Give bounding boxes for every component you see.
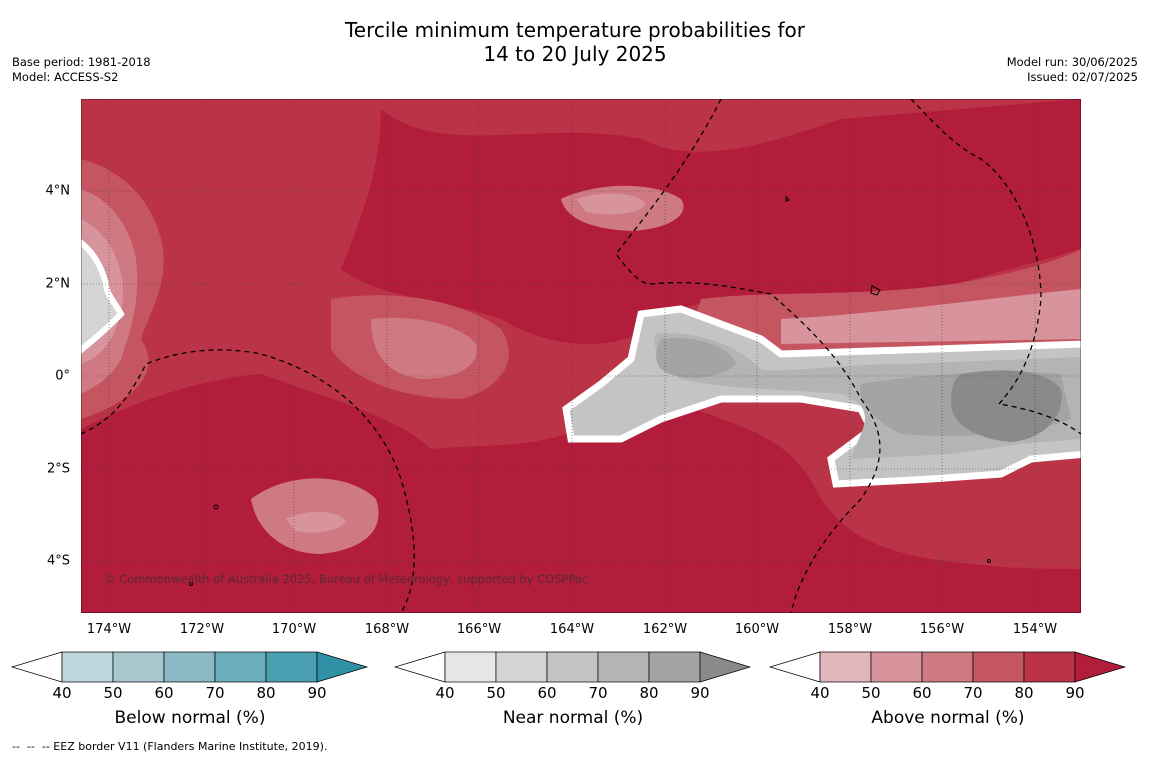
colorbar-label: 80 [639,684,659,702]
lon-tick-168w: 168°W [364,622,410,637]
meta-right: Model run: 30/06/2025 Issued: 02/07/2025 [1007,55,1138,85]
colorbar-label: 70 [588,684,608,702]
colorbar-segment [597,651,650,683]
colorbar-below-normal-segments [10,651,369,683]
colorbar-label: 60 [912,684,932,702]
colorbar-label: 50 [103,684,123,702]
lon-tick-160w: 160°W [734,622,780,637]
colorbar-near-normal-title: Near normal (%) [502,708,644,728]
colorbar-near-normal-segments [393,651,752,683]
colorbar-near-normal [393,651,752,683]
colorbar-near-normal-labels: 40 50 60 70 80 90 [393,684,753,704]
field-above-60-east [781,289,1081,344]
lat-tick-2s: 2°S [46,461,70,477]
colorbar-extend-low [10,651,63,683]
title-line-2: 14 to 20 July 2025 [483,42,667,66]
lat-tick-0: 0° [55,368,70,384]
field-near-west [81,238,125,354]
colorbar-label: 90 [307,684,327,702]
meta-left: Base period: 1981-2018 Model: ACCESS-S2 [12,55,151,85]
colorbar-segment [265,651,318,683]
lat-tick-4s: 4°S [46,553,70,569]
lon-tick-166w: 166°W [456,622,502,637]
copyright-notice: © Commonwealth of Australia 2025, Bureau… [104,572,589,586]
colorbar-below-normal-labels: 40 50 60 70 80 90 [10,684,370,704]
colorbar-label: 40 [52,684,72,702]
colorbar-extend-low [768,651,821,683]
field-above-50-blob-north [576,193,646,215]
colorbar-label: 40 [810,684,830,702]
issued-text: Issued: 02/07/2025 [1027,70,1138,84]
colorbar-segment [495,651,548,683]
colorbar-segment [163,651,216,683]
colorbar-label: 50 [486,684,506,702]
eez-borders [81,99,1081,613]
colorbar-segment [648,651,701,683]
colorbar-segment [112,651,165,683]
lon-tick-154w: 154°W [1012,622,1058,637]
lat-tick-2n: 2°N [45,276,71,292]
lon-tick-174w: 174°W [86,622,132,637]
colorbar-segment [819,651,872,683]
map-title: Tercile minimum temperature probabilitie… [0,18,1150,66]
lon-tick-162w: 162°W [642,622,688,637]
colorbar-label: 80 [256,684,276,702]
colorbar-label: 50 [861,684,881,702]
colorbar-label: 90 [690,684,710,702]
islands [189,195,991,586]
colorbar-extend-high [316,651,369,683]
lon-tick-158w: 158°W [827,622,873,637]
colorbar-label: 40 [435,684,455,702]
field-near-normal-90 [951,370,1062,442]
colorbar-label: 60 [154,684,174,702]
colorbar-label: 80 [1014,684,1034,702]
colorbar-extend-high [1074,651,1127,683]
eez-legend: -- -- -- EEZ border V11 (Flanders Marine… [12,740,328,753]
colorbar-above-normal-segments [768,651,1127,683]
colorbar-segment [214,651,267,683]
colorbar-segment [921,651,974,683]
colorbar-segment [870,651,923,683]
colorbar-segment [61,651,114,683]
colorbar-label: 70 [205,684,225,702]
title-line-1: Tercile minimum temperature probabilitie… [344,18,806,42]
probability-map [81,99,1081,613]
lat-tick-4n: 4°N [45,183,71,199]
colorbar-segment [546,651,599,683]
colorbar-label: 60 [537,684,557,702]
lon-tick-164w: 164°W [549,622,595,637]
lon-tick-170w: 170°W [271,622,317,637]
colorbar-above-normal-title: Above normal (%) [871,708,1025,728]
colorbar-segment [444,651,497,683]
colorbar-above-normal-labels: 40 50 60 70 80 90 [768,684,1128,704]
lon-tick-156w: 156°W [919,622,965,637]
colorbar-label: 90 [1065,684,1085,702]
colorbar-extend-low [393,651,446,683]
lon-tick-172w: 172°W [179,622,225,637]
colorbar-below-normal-title: Below normal (%) [114,708,266,728]
base-period-text: Base period: 1981-2018 [12,55,151,69]
colorbar-extend-high [699,651,752,683]
colorbar-segment [972,651,1025,683]
colorbar-segment [1023,651,1076,683]
colorbar-label: 70 [963,684,983,702]
model-text: Model: ACCESS-S2 [12,70,119,84]
colorbar-below-normal [10,651,369,683]
field-above-60-center [371,317,477,379]
colorbar-above-normal [768,651,1127,683]
model-run-text: Model run: 30/06/2025 [1006,55,1138,69]
field-above-90-north [341,99,1081,344]
field-above-50-south [286,511,346,533]
